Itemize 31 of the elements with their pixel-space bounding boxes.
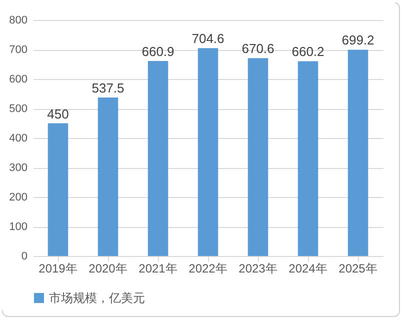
bar bbox=[348, 50, 368, 256]
y-tick-label: 700 bbox=[9, 44, 28, 56]
bar bbox=[248, 58, 268, 256]
bar bbox=[98, 97, 118, 256]
y-tick-label: 300 bbox=[9, 162, 28, 174]
data-label: 660.9 bbox=[142, 44, 174, 60]
data-label: 537.5 bbox=[92, 80, 124, 96]
bar bbox=[148, 61, 168, 256]
data-label: 699.2 bbox=[342, 32, 374, 48]
x-tick-label: 2021年 bbox=[138, 262, 178, 276]
y-tick-label: 200 bbox=[9, 192, 28, 204]
data-label: 450 bbox=[47, 106, 69, 122]
y-tick-label: 600 bbox=[9, 74, 28, 86]
data-label: 660.2 bbox=[292, 44, 324, 60]
x-tick-label: 2019年 bbox=[38, 262, 78, 276]
y-tick-label: 800 bbox=[9, 14, 28, 26]
x-tick-label: 2023年 bbox=[238, 262, 278, 276]
y-tick-label: 400 bbox=[9, 132, 28, 144]
y-tick-label: 500 bbox=[9, 103, 28, 115]
x-tick-label: 2025年 bbox=[338, 262, 378, 276]
y-tick-label: 100 bbox=[9, 221, 28, 233]
legend-label: 市场规模，亿美元 bbox=[49, 291, 145, 305]
bar bbox=[198, 48, 218, 256]
x-tick-label: 2020年 bbox=[88, 262, 128, 276]
bar bbox=[48, 123, 68, 256]
data-label: 670.6 bbox=[242, 41, 274, 56]
y-tick-label: 0 bbox=[21, 250, 28, 262]
bar bbox=[298, 61, 318, 256]
x-tick-label: 2022年 bbox=[188, 262, 228, 276]
data-label: 704.6 bbox=[192, 31, 224, 46]
x-tick-label: 2024年 bbox=[288, 262, 328, 276]
